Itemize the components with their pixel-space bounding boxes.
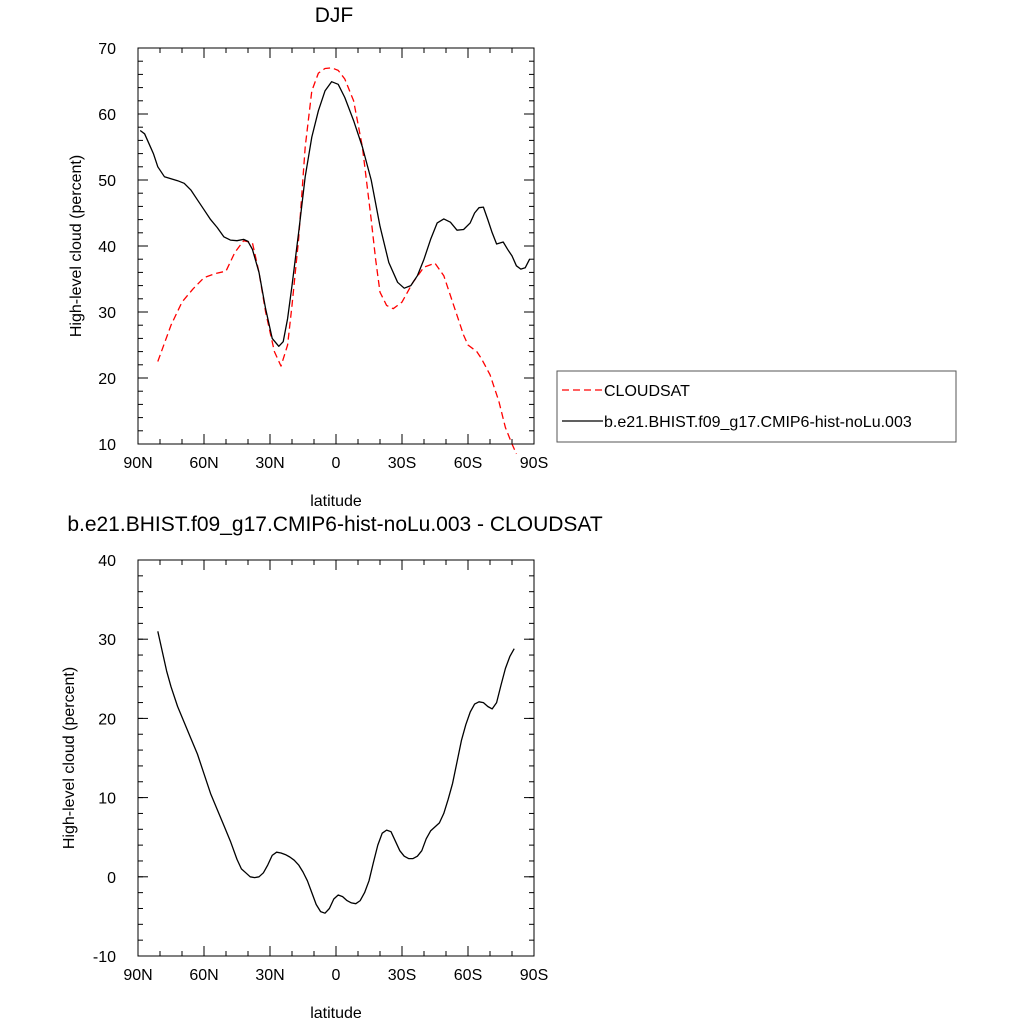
x-tick-label: 90S xyxy=(520,967,548,984)
plot-frame xyxy=(137,47,535,445)
series-lines xyxy=(157,631,515,914)
y-tick-label: 70 xyxy=(98,41,116,58)
x-tick-label: 90N xyxy=(123,455,152,472)
x-tick-label: 60N xyxy=(189,967,218,984)
x-axis-label: latitude xyxy=(310,1005,362,1022)
axes-ticks xyxy=(137,47,535,445)
x-tick-label: 60S xyxy=(454,967,482,984)
x-tick-label: 0 xyxy=(332,967,341,984)
y-tick-label: 20 xyxy=(98,371,116,388)
y-tick-label: 20 xyxy=(98,711,116,728)
x-tick-label: 30S xyxy=(388,455,416,472)
y-tick-label: 60 xyxy=(98,107,116,124)
x-axis-label: latitude xyxy=(310,493,362,510)
series-line-b-e21-bhist-f09-g17-cmip6-hist-nolu-003 xyxy=(139,81,531,347)
difference-panel: b.e21.BHIST.f09_g17.CMIP6-hist-noLu.003 … xyxy=(61,513,603,1022)
y-axis-label: High-level cloud (percent) xyxy=(61,667,78,849)
y-tick-label: 40 xyxy=(98,239,116,256)
y-tick-label: 50 xyxy=(98,173,116,190)
y-tick-label: -10 xyxy=(93,949,116,966)
series-lines xyxy=(139,67,531,455)
chart-title: b.e21.BHIST.f09_g17.CMIP6-hist-noLu.003 … xyxy=(67,513,603,536)
legend: CLOUDSAT b.e21.BHIST.f09_g17.CMIP6-hist-… xyxy=(556,370,957,443)
legend-label-model: b.e21.BHIST.f09_g17.CMIP6-hist-noLu.003 xyxy=(604,414,912,431)
x-tick-label: 30S xyxy=(388,967,416,984)
y-tick-label: 0 xyxy=(107,870,116,887)
y-tick-label: 30 xyxy=(98,305,116,322)
x-tick-label: 90N xyxy=(123,967,152,984)
y-tick-label: 30 xyxy=(98,632,116,649)
x-tick-label: 60N xyxy=(189,455,218,472)
djf-panel: DJF 90N 60N 30N 0 30S 60S 90S 10 20 30 40 50 60 70 la… xyxy=(68,4,548,510)
legend-box xyxy=(556,370,957,443)
y-tick-label: 10 xyxy=(98,791,116,808)
tick-labels: 90N 60N 30N 0 30S 60S 90S 10 20 30 40 50 60 70 xyxy=(98,41,548,472)
x-tick-label: 30N xyxy=(255,967,284,984)
y-tick-label: 40 xyxy=(98,553,116,570)
legend-label-cloudsat: CLOUDSAT xyxy=(604,383,690,400)
chart-title: DJF xyxy=(315,4,354,27)
tick-labels: 90N 60N 30N 0 30S 60S 90S -10 0 10 20 30 40 xyxy=(93,553,548,984)
series-line-difference xyxy=(157,631,515,914)
x-tick-label: 60S xyxy=(454,455,482,472)
y-axis-label: High-level cloud (percent) xyxy=(68,155,85,337)
x-tick-label: 30N xyxy=(255,455,284,472)
x-tick-label: 90S xyxy=(520,455,548,472)
x-tick-label: 0 xyxy=(332,455,341,472)
series-line-cloudsat xyxy=(157,67,517,455)
y-tick-label: 10 xyxy=(98,437,116,454)
plot-frame xyxy=(137,559,535,957)
